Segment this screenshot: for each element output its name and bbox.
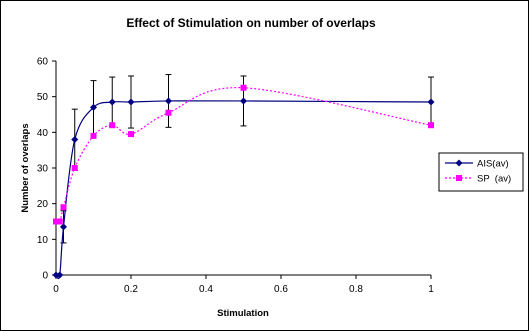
legend-label-1: AIS(av) bbox=[477, 159, 509, 170]
data-point-1 bbox=[71, 135, 79, 143]
y-tick-label: 30 bbox=[37, 164, 49, 175]
y-axis-ticks: 0 10 20 30 40 50 60 bbox=[37, 57, 56, 282]
legend: AIS(av) SP (av) bbox=[438, 152, 524, 192]
chart-title: Effect of Stimulation on number of overl… bbox=[126, 16, 376, 30]
data-point-1 bbox=[90, 103, 97, 111]
x-axis-ticks: 0 0.2 0.4 0.6 0.8 1 bbox=[53, 275, 434, 295]
legend-marker-2 bbox=[456, 175, 462, 181]
data-point-2 bbox=[128, 131, 134, 138]
y-tick-label: 0 bbox=[42, 271, 48, 282]
data-point-2 bbox=[60, 204, 67, 211]
data-point-2 bbox=[165, 109, 172, 116]
data-point-1 bbox=[427, 98, 435, 106]
data-point-1 bbox=[52, 271, 60, 279]
data-point-1 bbox=[165, 97, 172, 105]
data-point-2 bbox=[240, 84, 247, 91]
y-tick-label: 40 bbox=[37, 128, 49, 139]
y-tick-label: 20 bbox=[37, 199, 49, 210]
data-point-1 bbox=[60, 223, 67, 231]
x-tick-label: 1 bbox=[428, 284, 434, 295]
data-point-1 bbox=[108, 98, 116, 106]
y-tick-label: 60 bbox=[37, 57, 49, 68]
x-tick-label: 0.6 bbox=[274, 284, 288, 295]
y-tick-label: 10 bbox=[37, 235, 49, 246]
x-tick-label: 0.8 bbox=[349, 284, 363, 295]
x-tick-label: 0 bbox=[53, 284, 59, 295]
data-point-1 bbox=[240, 97, 247, 105]
x-axis-title: Stimulation bbox=[217, 308, 269, 319]
data-point-2 bbox=[53, 218, 59, 225]
data-point-2 bbox=[56, 218, 63, 225]
x-tick-label: 0.4 bbox=[199, 284, 213, 295]
data-point-2 bbox=[109, 122, 116, 129]
y-tick-label: 50 bbox=[37, 92, 49, 103]
legend-box bbox=[438, 152, 524, 192]
series-markers bbox=[52, 84, 435, 279]
data-point-2 bbox=[71, 165, 78, 171]
data-point-2 bbox=[90, 132, 97, 139]
x-tick-label: 0.2 bbox=[124, 284, 138, 295]
legend-marker-1 bbox=[455, 159, 463, 167]
data-point-2 bbox=[428, 122, 434, 129]
legend-label-2: SP (av) bbox=[477, 174, 511, 185]
data-point-1 bbox=[56, 271, 64, 279]
data-point-1 bbox=[127, 98, 135, 106]
y-axis-title: Number of overlaps bbox=[20, 123, 31, 212]
